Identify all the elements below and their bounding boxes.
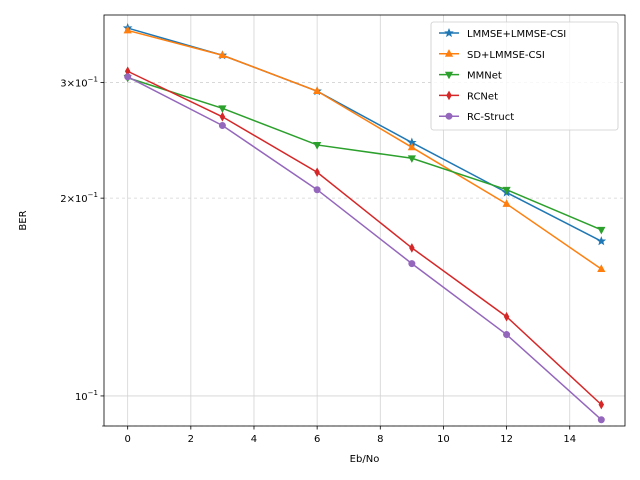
x-axis-label: Eb/No [350, 454, 380, 465]
legend-box [430, 21, 619, 131]
x-tick-label: 8 [377, 434, 383, 445]
plot-area-frame [103, 14, 626, 427]
data-point [219, 111, 226, 122]
x-tick-label: 6 [314, 434, 320, 445]
legend-entry: MMNet [439, 71, 502, 82]
data-point [502, 186, 511, 195]
data-point [597, 264, 606, 272]
legend-marker [446, 90, 452, 101]
x-tick-label: 0 [124, 434, 130, 445]
data-point [218, 50, 227, 59]
data-point [314, 167, 320, 178]
y-axis-label: BER [18, 210, 29, 230]
series-line [127, 77, 602, 231]
series-line [127, 76, 602, 421]
legend-label: SD+LMMSE-CSI [467, 50, 545, 61]
legend-entry: RC-Struct [439, 112, 514, 123]
data-point [124, 73, 132, 81]
series-line [127, 70, 602, 406]
data-point [407, 142, 416, 151]
x-tick-label: 4 [251, 434, 257, 445]
data-point [503, 311, 510, 322]
data-point [598, 399, 605, 410]
data-point [407, 155, 416, 163]
data-point [502, 199, 511, 207]
axes: 0 2 4 6 8 10 12 14 10−1 2×10−1 3×10−1 [60, 75, 576, 445]
data-point [313, 142, 322, 150]
y-tick-label: 3×10−1 [60, 75, 98, 89]
legend-label: RC-Struct [467, 112, 514, 123]
series-group [122, 23, 607, 424]
data-point [408, 260, 416, 268]
y-tick-label: 2×10−1 [60, 191, 98, 205]
data-point [503, 331, 511, 339]
legend-label: MMNet [467, 71, 502, 82]
legend-marker [444, 49, 454, 57]
data-point [597, 226, 606, 235]
series-rc-struct [124, 73, 605, 424]
series-rcnet [124, 66, 605, 410]
y-tick-label: 10−1 [75, 389, 98, 403]
legend-entry: RCNet [439, 90, 498, 102]
data-point [218, 121, 226, 129]
legend-entry: SD+LMMSE-CSI [439, 49, 545, 61]
data-point [313, 86, 322, 95]
data-point [596, 236, 607, 246]
data-point [313, 186, 321, 194]
legend-label: RCNet [467, 91, 498, 102]
legend: LMMSE+LMMSE-CSI SD+LMMSE-CSI MMNet RCNet RC-… [430, 21, 619, 131]
data-point [409, 243, 415, 253]
x-tick-label: 14 [563, 434, 576, 445]
data-point [218, 105, 227, 113]
series-line [127, 29, 602, 270]
legend-label: LMMSE+LMMSE-CSI [467, 29, 566, 40]
x-tick-label: 2 [188, 434, 194, 445]
legend-marker [444, 71, 454, 80]
x-tick-label: 10 [437, 434, 450, 445]
data-point [123, 25, 132, 34]
x-tick-label: 12 [500, 434, 513, 445]
series-sd-lmmse-csi [123, 25, 606, 272]
data-point [597, 416, 605, 424]
legend-marker [445, 112, 453, 120]
legend-entry: LMMSE+LMMSE-CSI [439, 27, 566, 40]
legend-marker [444, 27, 454, 38]
